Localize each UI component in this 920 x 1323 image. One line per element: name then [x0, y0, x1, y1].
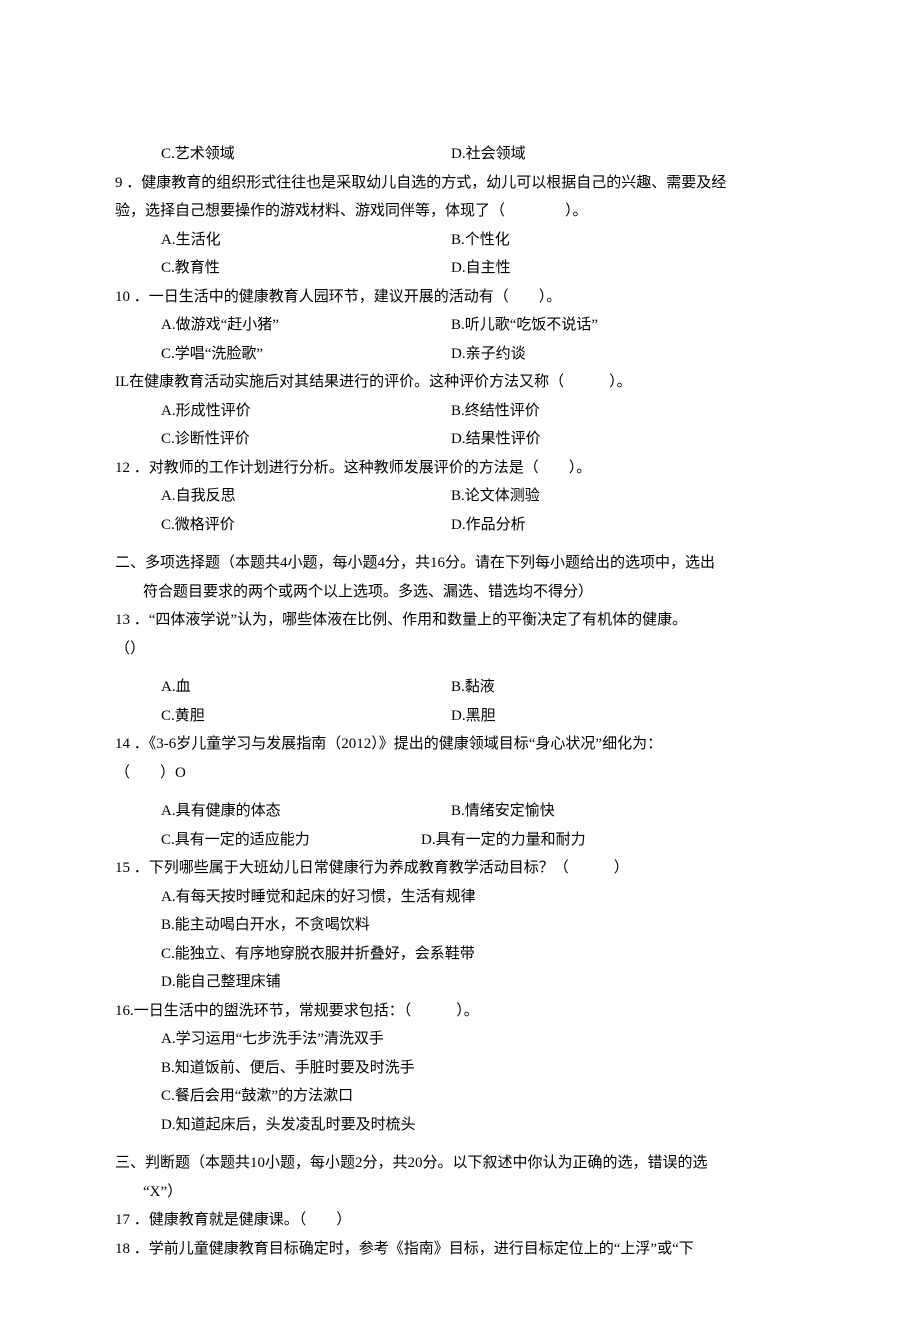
q10-option-d: D.亲子约谈	[451, 340, 741, 369]
q13-stem: ．“四体液学说”认为，哪些体液在比例、作用和数量上的平衡决定了有机体的健康。	[134, 612, 687, 628]
q13-paren: （）	[115, 635, 805, 664]
section3-title: 三、判断题（本题共10小题，每小题2分，共20分。以下叙述中你认为正确的选，错误…	[115, 1149, 805, 1178]
q9-option-row-2: C.教育性 D.自主性	[115, 254, 805, 283]
q13-option-b: B.黏液	[451, 673, 741, 702]
q15-stem: ．下列哪些属于大班幼儿日常健康行为养成教育教学活动目标？（ ）	[134, 860, 629, 876]
q10-option-c: C.学唱“洗脸歌”	[115, 340, 451, 369]
q10-stem: ．一日生活中的健康教育人园环节，建议开展的活动有（ ）。	[134, 289, 562, 305]
q18-number: 18	[115, 1241, 130, 1257]
q11-option-c: C.诊断性评价	[115, 425, 451, 454]
q11-option-a: A.形成性评价	[115, 397, 451, 426]
exam-page: C.艺术领域 D.社会领域 9 ．健康教育的组织形式往往也是采取幼儿自选的方式，…	[0, 0, 920, 1323]
q9-option-row-1: A.生活化 B.个性化	[115, 226, 805, 255]
q10-option-b: B.听儿歌“吃饭不说话”	[451, 311, 741, 340]
q9-option-a: A.生活化	[115, 226, 451, 255]
q18: 18 ．学前儿童健康教育目标确定时，参考《指南》目标，进行目标定位上的“上浮”或…	[115, 1235, 805, 1264]
q10-option-row-1: A.做游戏“赶小猪” B.听儿歌“吃饭不说话”	[115, 311, 805, 340]
q11-option-d: D.结果性评价	[451, 425, 741, 454]
q9: 9 ．健康教育的组织形式往往也是采取幼儿自选的方式，幼儿可以根据自己的兴趣、需要…	[115, 169, 805, 198]
q13-option-row-1: A.血 B.黏液	[115, 673, 805, 702]
q15-option-b: B.能主动喝白开水，不贪喝饮料	[115, 911, 805, 940]
q18-stem: ．学前儿童健康教育目标确定时，参考《指南》目标，进行目标定位上的“上浮”或“下	[134, 1241, 694, 1257]
q12: 12 ．对教师的工作计划进行分析。这种教师发展评价的方法是（ ）。	[115, 454, 805, 483]
q11-option-row-1: A.形成性评价 B.终结性评价	[115, 397, 805, 426]
q16-option-a: A.学习运用“七步洗手法”清洗双手	[115, 1025, 805, 1054]
q14-option-c: C.具有一定的适应能力	[115, 826, 451, 855]
q15-option-c: C.能独立、有序地穿脱衣服并折叠好，会系鞋带	[115, 940, 805, 969]
q9-stem-line1: ．健康教育的组织形式往往也是采取幼儿自选的方式，幼儿可以根据自己的兴趣、需要及经	[126, 175, 726, 191]
q13-option-row-2: C.黄胆 D.黑胆	[115, 702, 805, 731]
q11-option-b: B.终结性评价	[451, 397, 741, 426]
q13-number: 13	[115, 612, 130, 628]
q16-option-d: D.知道起床后，头发凌乱时要及时梳头	[115, 1111, 805, 1140]
q12-option-d: D.作品分析	[451, 511, 741, 540]
q15-option-d: D.能自己整理床铺	[115, 968, 805, 997]
q9-stem-line2: 验，选择自己想要操作的游戏材料、游戏同伴等，体现了（ ）。	[115, 197, 805, 226]
q14-number: 14	[115, 736, 130, 752]
q17-number: 17	[115, 1212, 130, 1228]
q14: 14 ．《3-6岁儿童学习与发展指南（2012）》提出的健康领域目标“身心状况”…	[115, 730, 805, 759]
section3-title-line2: “X”）	[115, 1178, 805, 1207]
q8-option-row-2: C.艺术领域 D.社会领域	[115, 140, 805, 169]
q10-option-a: A.做游戏“赶小猪”	[115, 311, 451, 340]
q13-option-d: D.黑胆	[451, 702, 741, 731]
q9-option-c: C.教育性	[115, 254, 451, 283]
q14-option-b: B.情绪安定愉快	[451, 797, 741, 826]
q13-option-c: C.黄胆	[115, 702, 451, 731]
q16-option-b: B.知道饭前、便后、手脏时要及时洗手	[115, 1054, 805, 1083]
q16-option-c: C.餐后会用“鼓漱”的方法漱口	[115, 1082, 805, 1111]
q13-option-a: A.血	[115, 673, 451, 702]
q15: 15 ．下列哪些属于大班幼儿日常健康行为养成教育教学活动目标？（ ）	[115, 854, 805, 883]
q9-number: 9	[115, 175, 123, 191]
q14-option-row-1: A.具有健康的体态 B.情绪安定愉快	[115, 797, 805, 826]
q9-option-d: D.自主性	[451, 254, 741, 283]
q11-stem: IL在健康教育活动实施后对其结果进行的评价。这种评价方法又称（ ）。	[115, 368, 805, 397]
q12-option-row-2: C.微格评价 D.作品分析	[115, 511, 805, 540]
q11-option-row-2: C.诊断性评价 D.结果性评价	[115, 425, 805, 454]
q17: 17 ．健康教育就是健康课。（ ）	[115, 1206, 805, 1235]
q14-stem: ．《3-6岁儿童学习与发展指南（2012）》提出的健康领域目标“身心状况”细化为…	[134, 736, 662, 752]
section2-title-line2: 符合题目要求的两个或两个以上选项。多选、漏选、错选均不得分）	[115, 578, 805, 607]
q14-option-d: D.具有一定的力量和耐力	[421, 826, 711, 855]
q13: 13 ．“四体液学说”认为，哪些体液在比例、作用和数量上的平衡决定了有机体的健康…	[115, 606, 805, 635]
q10-option-row-2: C.学唱“洗脸歌” D.亲子约谈	[115, 340, 805, 369]
q16-stem: 16.一日生活中的盥洗环节，常规要求包括：（ ）。	[115, 997, 805, 1026]
q14-paren: （ ）O	[115, 759, 805, 788]
q15-number: 15	[115, 860, 130, 876]
q10-number: 10	[115, 289, 130, 305]
q17-stem: ．健康教育就是健康课。（ ）	[134, 1212, 352, 1228]
q14-option-row-2: C.具有一定的适应能力 D.具有一定的力量和耐力	[115, 826, 805, 855]
q12-option-c: C.微格评价	[115, 511, 451, 540]
q12-stem: ．对教师的工作计划进行分析。这种教师发展评价的方法是（ ）。	[134, 460, 592, 476]
q15-option-a: A.有每天按时睡觉和起床的好习惯，生活有规律	[115, 883, 805, 912]
q12-number: 12	[115, 460, 130, 476]
q10: 10 ．一日生活中的健康教育人园环节，建议开展的活动有（ ）。	[115, 283, 805, 312]
section2-title: 二、多项选择题（本题共4小题，每小题4分，共16分。请在下列每小题给出的选项中，…	[115, 549, 805, 578]
q8-option-c: C.艺术领域	[115, 140, 451, 169]
q12-option-b: B.论文体测验	[451, 482, 741, 511]
q12-option-row-1: A.自我反思 B.论文体测验	[115, 482, 805, 511]
q8-option-d: D.社会领域	[451, 140, 741, 169]
q14-option-a: A.具有健康的体态	[115, 797, 451, 826]
q12-option-a: A.自我反思	[115, 482, 451, 511]
q9-option-b: B.个性化	[451, 226, 741, 255]
